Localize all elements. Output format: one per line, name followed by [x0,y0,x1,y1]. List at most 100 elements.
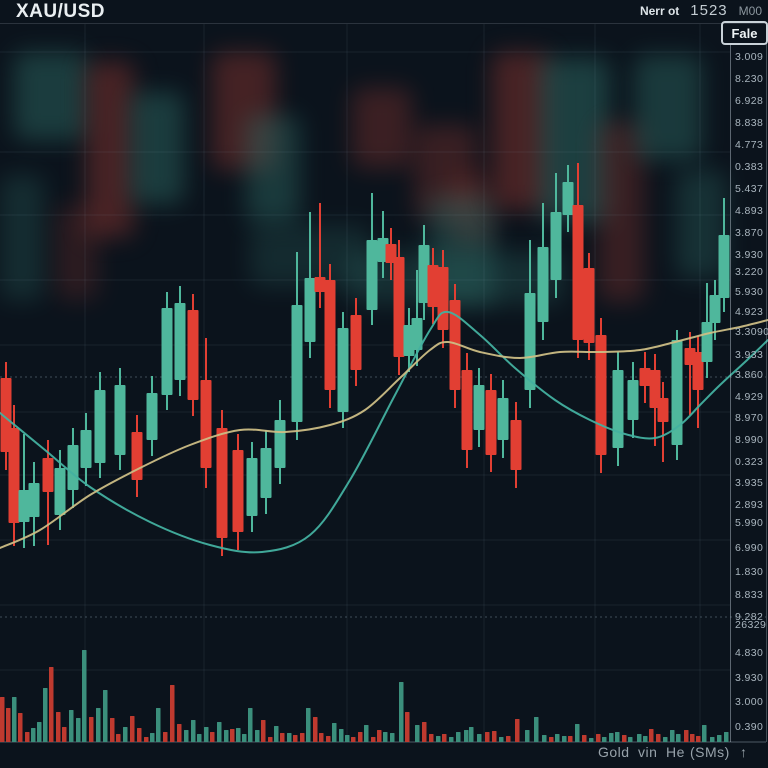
volume-bar [313,717,318,742]
volume-bar [230,729,235,742]
volume-bar [319,733,324,742]
volume-bar [643,736,648,742]
volume-bar [390,733,395,742]
price-axis-label: 2.893 [735,499,764,511]
volume-bar [255,730,260,742]
candle-body [393,257,405,357]
ghost-candle-blob [130,92,184,204]
volume-bar [191,720,196,742]
volume-bar [506,736,511,742]
price-axis-label: 3.220 [735,266,764,278]
candle-body [461,370,473,450]
price-axis-label: 8.838 [735,117,764,129]
volume-bar [96,708,101,742]
price-axis-label: 4.773 [735,139,764,151]
price-axis[interactable]: Fale ↑ 3.009 8.230 6.928 8.838 4.773 0.383 5.4… [721,0,768,768]
volume-bar [18,713,23,742]
volume-bar [274,726,279,742]
price-axis-label: 3.870 [735,227,764,239]
volume-bar [464,730,469,742]
ghost-candle-blob [352,88,412,168]
candle-body [524,293,536,390]
candle-body [174,303,186,380]
volume-bar [326,736,331,742]
footer-label-sms: (SMs) [690,744,730,760]
volume-bar [492,731,497,742]
candle-body [28,483,40,517]
price-axis-label: 4.830 [735,647,764,659]
volume-bar [43,688,48,742]
candle-body [146,393,158,440]
price-axis-label: 4.893 [735,205,764,217]
volume-bar [268,737,273,742]
volume-bar [710,737,715,742]
volume-bar [242,734,247,742]
volume-bar [137,728,142,742]
footer-label-gold: Gold [598,744,630,760]
price-axis-label: 3.000 [735,696,764,708]
candle-body [314,277,326,292]
volume-bar [6,708,11,742]
price-axis-label: 3.009 [735,51,764,63]
volume-bar [429,734,434,742]
candle-body [497,398,509,440]
volume-bar [628,737,633,742]
price-axis-label: 3.933 [735,349,764,361]
scroll-down-arrow-icon[interactable]: ↑ [740,744,747,760]
volume-bar [236,728,241,742]
candle-body [260,448,272,498]
candle-body [418,245,430,303]
price-axis-label: 8.990 [735,434,764,446]
volume-bar [130,716,135,742]
volume-bar [306,708,311,742]
candle-body [350,315,362,370]
price-axis-label: 0.390 [735,721,764,733]
volume-bar [377,730,382,742]
candle-body [562,182,574,215]
price-badge[interactable]: Fale [721,21,768,45]
price-axis-label: 6.990 [735,542,764,554]
candle-body [627,380,639,420]
volume-bar [62,727,67,742]
candle-body [657,398,669,422]
price-axis-label: 9.282 [735,611,764,623]
volume-bar [456,732,461,742]
volume-bar [589,738,594,742]
volume-bar [224,730,229,742]
candle-body [131,432,143,480]
volume-bar [422,722,427,742]
candle-body [550,212,562,280]
volume-bar [177,724,182,742]
volume-bar [383,732,388,742]
price-axis-label: 5.437 [735,183,764,195]
candle-body [718,235,730,298]
volume-bar [0,697,5,742]
volume-bar [542,735,547,742]
price-axis-label: 0.383 [735,161,764,173]
ghost-candle-blob [56,205,98,300]
volume-bar [696,736,701,742]
ghost-candle-blob [14,52,88,140]
volume-bar [248,708,253,742]
volume-bar [469,727,474,742]
price-axis-label: 4.923 [735,306,764,318]
price-axis-label: 5.930 [735,286,764,298]
volume-bar [150,733,155,742]
header-bar: XAU/USD Nerr ot 1523 M00 [0,0,768,24]
ghost-candle-blob [86,62,134,237]
price-axis-label: 3.930 [735,249,764,261]
candle-body [216,428,228,538]
header-timeframe[interactable]: M00 [738,4,762,18]
volume-bar [582,735,587,742]
candle-body [42,458,54,492]
ghost-candle-blob [246,115,300,223]
candle-body [8,428,20,523]
candle-body [485,390,497,455]
volume-bar [293,735,298,742]
volume-bar [339,729,344,742]
price-axis-label: 8.833 [735,589,764,601]
volume-bar [31,728,36,742]
volume-bar [568,736,573,742]
volume-bar [103,690,108,742]
